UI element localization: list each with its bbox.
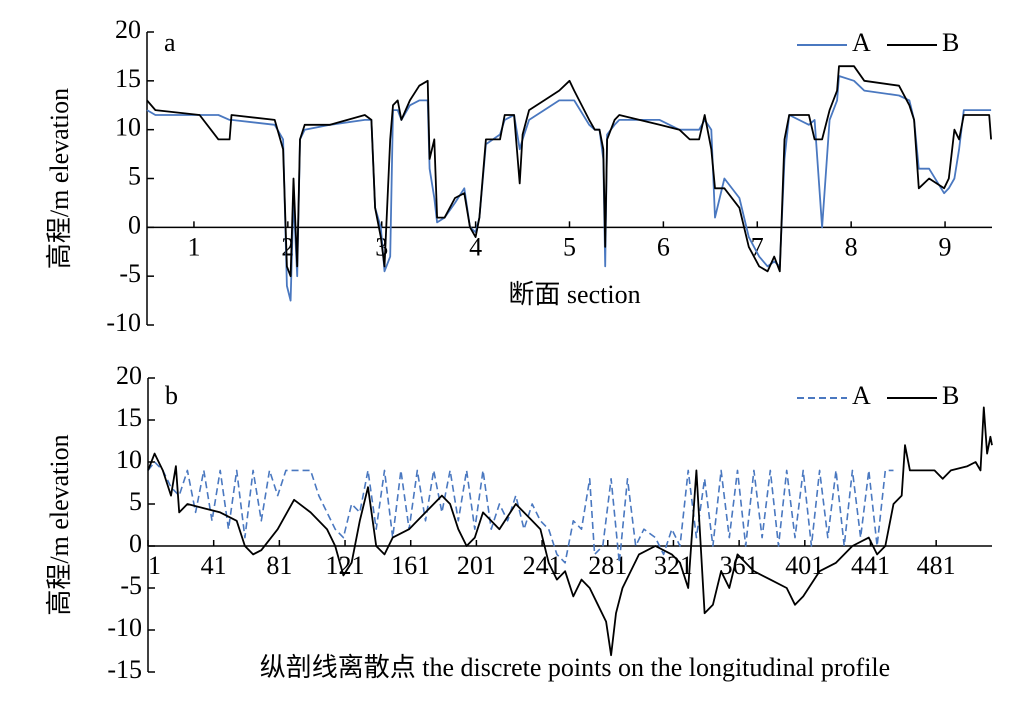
x-tick-label: 201 — [457, 551, 496, 580]
y-tick-label: -5 — [119, 259, 141, 288]
x-tick-label: 121 — [326, 551, 365, 580]
x-tick-label: 9 — [939, 232, 952, 261]
panel-label: a — [164, 28, 176, 57]
x-tick-label: 441 — [851, 551, 890, 580]
x-tick-label: 4 — [469, 232, 482, 261]
x-tick-label: 41 — [201, 551, 227, 580]
x-tick-label: 281 — [588, 551, 627, 580]
x-tick-label: 1 — [187, 232, 200, 261]
y-tick-label: 0 — [129, 529, 142, 558]
x-axis-label: 断面 section — [508, 280, 640, 309]
legend-label: A — [852, 381, 871, 410]
x-tick-label: 1 — [148, 551, 161, 580]
y-tick-label: 10 — [115, 113, 141, 142]
x-tick-label: 481 — [917, 551, 956, 580]
x-tick-label: 5 — [563, 232, 576, 261]
y-tick-label: 5 — [128, 161, 141, 190]
y-tick-label: 15 — [115, 64, 141, 93]
y-tick-label: 5 — [129, 487, 142, 516]
x-tick-label: 401 — [785, 551, 824, 580]
y-tick-label: -10 — [106, 308, 141, 337]
y-tick-label: 0 — [128, 210, 141, 239]
y-tick-label: 20 — [116, 361, 142, 390]
y-tick-label: 20 — [115, 15, 141, 44]
series-line — [147, 406, 993, 657]
series-line — [146, 75, 992, 302]
series-line — [146, 65, 992, 278]
y-tick-label: 10 — [116, 445, 142, 474]
x-tick-label: 161 — [391, 551, 430, 580]
legend-label: B — [942, 28, 959, 57]
x-tick-label: 6 — [657, 232, 670, 261]
x-tick-label: 7 — [751, 232, 764, 261]
legend-label: A — [852, 28, 871, 57]
panel-label: b — [165, 381, 178, 410]
y-tick-label: -10 — [107, 613, 142, 642]
x-tick-label: 81 — [266, 551, 292, 580]
series-line — [147, 461, 894, 564]
x-axis-label: 纵剖线离散点 the discrete points on the longit… — [260, 653, 890, 682]
y-tick-label: -15 — [107, 655, 142, 684]
y-axis-label: 高程/m elevation — [45, 88, 74, 269]
y-axis-label: 高程/m elevation — [45, 434, 74, 615]
y-tick-label: 15 — [116, 403, 142, 432]
legend-label: B — [942, 381, 959, 410]
x-tick-label: 8 — [845, 232, 858, 261]
y-tick-label: -5 — [120, 571, 142, 600]
